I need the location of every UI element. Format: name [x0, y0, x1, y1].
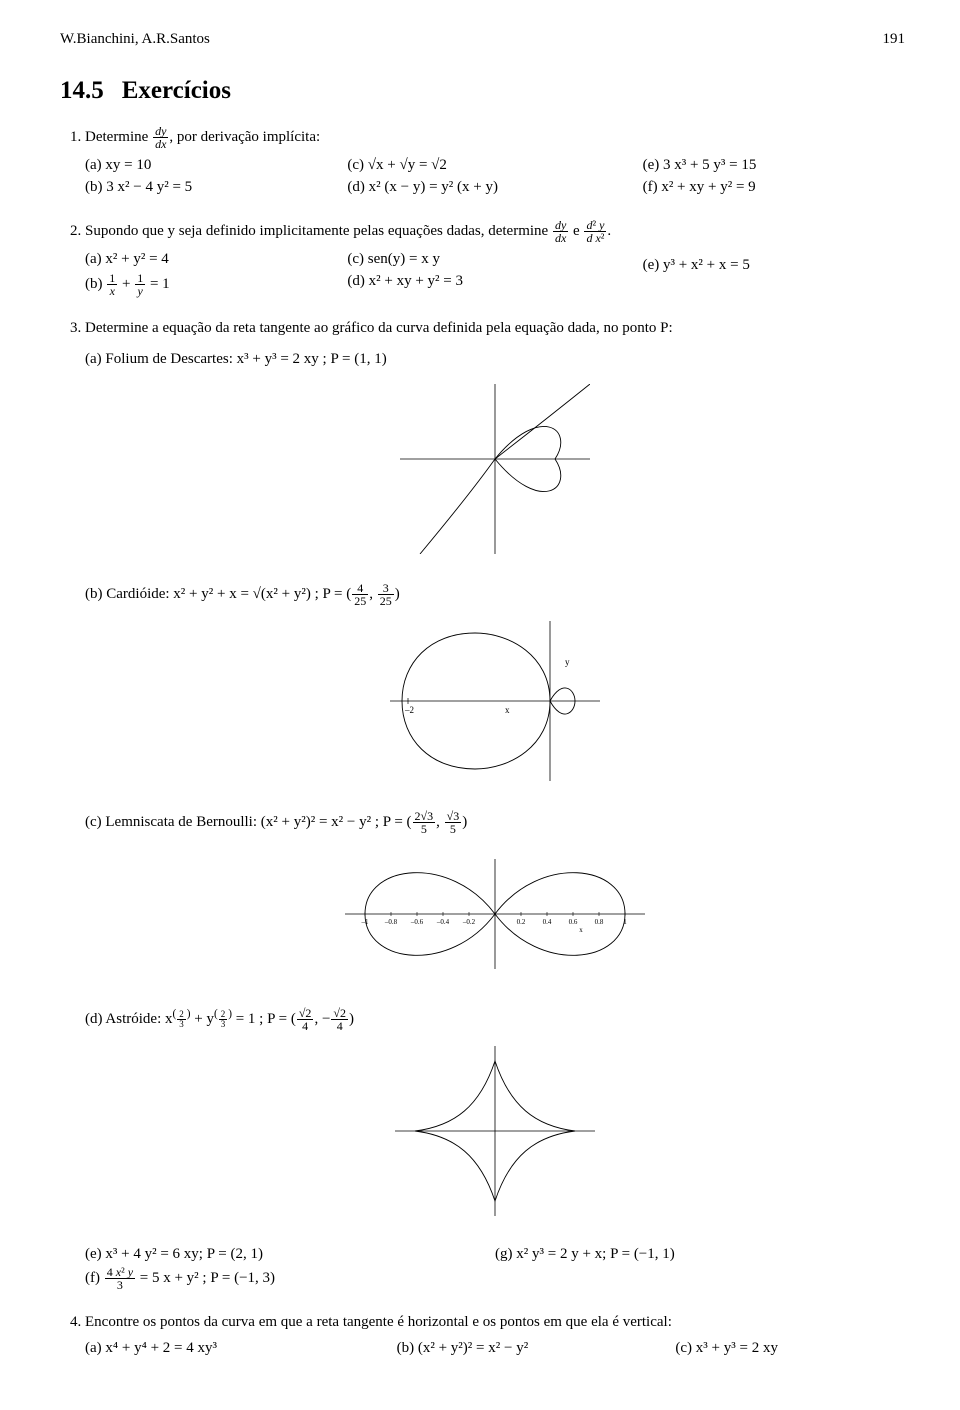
ex4-c: (c) x³ + y³ = 2 xy	[675, 1339, 905, 1359]
ex2-c: (c) sen(y) = x y	[347, 250, 642, 270]
ex3-e: (e) x³ + 4 y² = 6 xy; P = (2, 1)	[85, 1245, 495, 1265]
svg-text:–0.2: –0.2	[462, 918, 476, 926]
ex3-b: (b) Cardióide: x² + y² + x = √(x² + y²) …	[85, 582, 905, 607]
ex3-intro: Determine a equação da reta tangente ao …	[85, 320, 673, 336]
ex3-g: (g) x² y³ = 2 y + x; P = (−1, 1)	[495, 1245, 905, 1265]
ex3-c: (c) Lemniscata de Bernoulli: (x² + y²)² …	[85, 810, 905, 835]
lemniscate-svg: –1 –0.8 –0.6 –0.4 –0.2 0.2 0.4 0.6 0.8 1 x	[345, 849, 645, 979]
ex1-a: (a) xy = 10	[85, 156, 347, 176]
ex1-intro: Determine dydx, por derivação implícita:	[85, 129, 320, 145]
folium-figure	[85, 384, 905, 561]
astroid-svg	[395, 1046, 595, 1216]
exercise-2: Supondo que y seja definido implicitamen…	[85, 219, 905, 299]
ex2-e: (e) y³ + x² + x = 5	[643, 256, 905, 276]
ex4-a: (a) x⁴ + y⁴ + 2 = 4 xy³	[85, 1339, 397, 1359]
exercise-1: Determine dydx, por derivação implícita:…	[85, 125, 905, 199]
svg-text:1: 1	[623, 918, 627, 926]
exercise-3: Determine a equação da reta tangente ao …	[85, 319, 905, 1294]
svg-text:–0.4: –0.4	[436, 918, 450, 926]
cardioid-figure: y x –2	[85, 621, 905, 788]
lemniscate-figure: –1 –0.8 –0.6 –0.4 –0.2 0.2 0.4 0.6 0.8 1 x	[85, 849, 905, 986]
ex4-intro: Encontre os pontos da curva em que a ret…	[85, 1314, 672, 1330]
exercise-4: Encontre os pontos da curva em que a ret…	[85, 1313, 905, 1360]
ex1-f: (f) x² + xy + y² = 9	[643, 178, 905, 198]
svg-text:0.6: 0.6	[569, 918, 578, 926]
svg-text:–0.6: –0.6	[410, 918, 424, 926]
svg-text:0.4: 0.4	[543, 918, 552, 926]
ex2-b: (b) 1x + 1y = 1	[85, 272, 347, 297]
cardioid-xlabel: x	[505, 705, 510, 715]
ex2-a: (a) x² + y² = 4	[85, 250, 347, 270]
ex3-d: (d) Astróide: x(23) + y(23) = 1 ; P = (√…	[85, 1007, 905, 1032]
ex1-e: (e) 3 x³ + 5 y³ = 15	[643, 156, 905, 176]
section-title: 14.5 Exercícios	[60, 75, 905, 108]
cardioid-xtick: –2	[404, 705, 414, 715]
ex3-a: (a) Folium de Descartes: x³ + y³ = 2 xy …	[85, 350, 905, 370]
ex1-d: (d) x² (x − y) = y² (x + y)	[347, 178, 642, 198]
ex1-b: (b) 3 x² − 4 y² = 5	[85, 178, 347, 198]
svg-text:–1: –1	[361, 918, 370, 926]
cardioid-svg: y x –2	[390, 621, 600, 781]
cardioid-ylabel: y	[565, 657, 570, 667]
folium-svg	[400, 384, 590, 554]
page-header: W.Bianchini, A.R.Santos 191	[60, 30, 905, 50]
ex4-b: (b) (x² + y²)² = x² − y²	[397, 1339, 676, 1359]
astroid-figure	[85, 1046, 905, 1223]
ex1-c: (c) √x + √y = √2	[347, 156, 642, 176]
ex2-intro: Supondo que y seja definido implicitamen…	[85, 223, 611, 239]
ex3-f: (f) 4 x² y3 = 5 x + y² ; P = (−1, 3)	[85, 1266, 495, 1291]
header-pagenum: 191	[883, 30, 906, 50]
section-name: Exercícios	[122, 77, 231, 104]
svg-text:x: x	[579, 926, 583, 934]
svg-text:0.8: 0.8	[595, 918, 604, 926]
svg-text:0.2: 0.2	[517, 918, 526, 926]
section-number: 14.5	[60, 77, 104, 104]
ex2-d: (d) x² + xy + y² = 3	[347, 272, 642, 292]
svg-text:–0.8: –0.8	[384, 918, 398, 926]
header-authors: W.Bianchini, A.R.Santos	[60, 30, 210, 50]
